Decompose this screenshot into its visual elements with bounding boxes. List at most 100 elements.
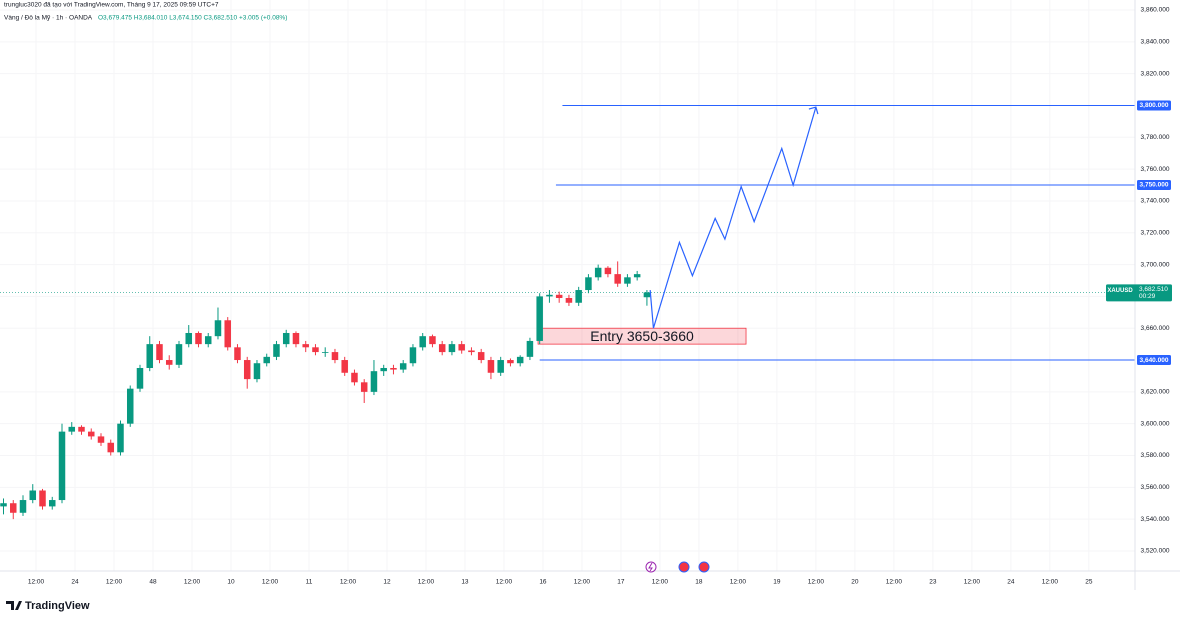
x-tick-label: 18 [695,579,703,586]
level-tag [1137,180,1171,191]
event-icon [698,561,710,573]
candle-body [58,431,66,501]
candle-body [10,503,17,513]
candle-body [331,352,339,361]
candle-body [390,367,397,370]
candle-body [253,363,261,380]
projection-arrow [808,106,819,115]
candle-body [29,490,37,501]
y-tick-label: 3,520.000 [1141,548,1170,555]
candle-body [312,347,319,353]
x-tick-label: 12:00 [184,579,201,586]
event-icon [645,561,657,573]
y-tick-label: 3,720.000 [1141,229,1170,236]
candle-body [633,274,641,278]
x-tick-label: 20 [851,579,859,586]
candle-body [39,490,46,507]
y-tick-label: 3,760.000 [1141,166,1170,173]
ohlc-line: O3,679.475 H3,684.010 L3,674.150 C3,682.… [98,15,287,22]
candle-body [575,290,582,303]
logo: TradingView [6,600,90,612]
candle-body [302,344,309,348]
x-tick-label: 12:00 [418,579,435,586]
branding: TradingView [25,600,90,612]
candle-body [565,297,573,303]
candle-body [273,344,280,357]
level-label: 3,750.000 [1140,182,1169,189]
candle-body [175,344,183,365]
candle-body [126,388,134,424]
projection-path [649,106,817,329]
x-tick-label: 12:00 [886,579,903,586]
entry-label: Entry 3650-3660 [590,328,694,344]
x-tick-label: 23 [929,579,937,586]
candle-body [204,336,212,345]
y-tick-label: 3,580.000 [1141,452,1170,459]
x-tick-label: 48 [149,579,157,586]
candle-body [429,336,436,345]
event-icons [645,561,710,573]
y-tick-label: 3,780.000 [1141,134,1170,141]
x-tick-label: 12 [383,579,391,586]
x-tick-label: 12:00 [106,579,123,586]
candle-body [292,332,300,345]
candle-body [468,350,475,353]
candle-body [546,294,553,297]
candle-body [214,320,222,337]
candle-body [360,382,368,392]
candle-body [195,332,202,345]
x-tick-label: 17 [617,579,625,586]
y-tick-label: 3,620.000 [1141,389,1170,396]
candle-body [97,436,105,443]
candle-body [477,352,485,361]
x-tick-label: 12:00 [262,579,279,586]
logo-mark [6,601,22,610]
y-tick-label: 3,600.000 [1141,420,1170,427]
x-tick-label: 24 [71,579,79,586]
candle-body [243,360,251,380]
candle-body [234,347,241,361]
candle-body [370,371,378,392]
candle-body [507,360,514,364]
plot: Entry 3650-3660 [0,104,1135,520]
x-tick-label: 12:00 [964,579,981,586]
level-label: 3,640.000 [1140,357,1169,364]
candle-body [380,367,387,372]
candle-body [604,267,612,275]
candle-body [526,340,534,357]
level-tag [1137,355,1171,366]
candle-body [497,360,504,373]
candle-body [516,356,524,364]
x-tick-label: 12:00 [1042,579,1059,586]
event-icon [648,562,653,572]
candle-body [643,292,651,298]
candle-body [585,277,592,291]
candle-body [263,356,270,364]
candle-body [624,277,631,284]
candle-body [487,360,495,373]
candle-body [68,426,75,432]
candle-body [117,423,124,453]
y-tick-label: 3,860.000 [1141,7,1170,14]
countdown: 00:29 [1139,293,1156,300]
x-tick-label: 12:00 [574,579,591,586]
x-tick-label: 13 [461,579,469,586]
y-tick-label: 3,540.000 [1141,516,1170,523]
candle-body [224,320,231,348]
x-tick-label: 12:00 [730,579,747,586]
last-price-tag [1106,284,1172,302]
symbol-line: Vàng / Đô la Mỹ · 1h · OANDA [4,15,93,22]
candle-body [165,360,173,365]
candle-body [409,347,417,364]
x-tick-label: 10 [227,579,235,586]
candle-body [448,344,456,353]
x-tick-label: 16 [539,579,547,586]
x-tick-label: 12:00 [808,579,825,586]
candle-body [399,363,407,370]
candle-body [136,367,144,389]
y-tick-label: 3,660.000 [1141,325,1170,332]
y-tick-label: 3,740.000 [1141,198,1170,205]
